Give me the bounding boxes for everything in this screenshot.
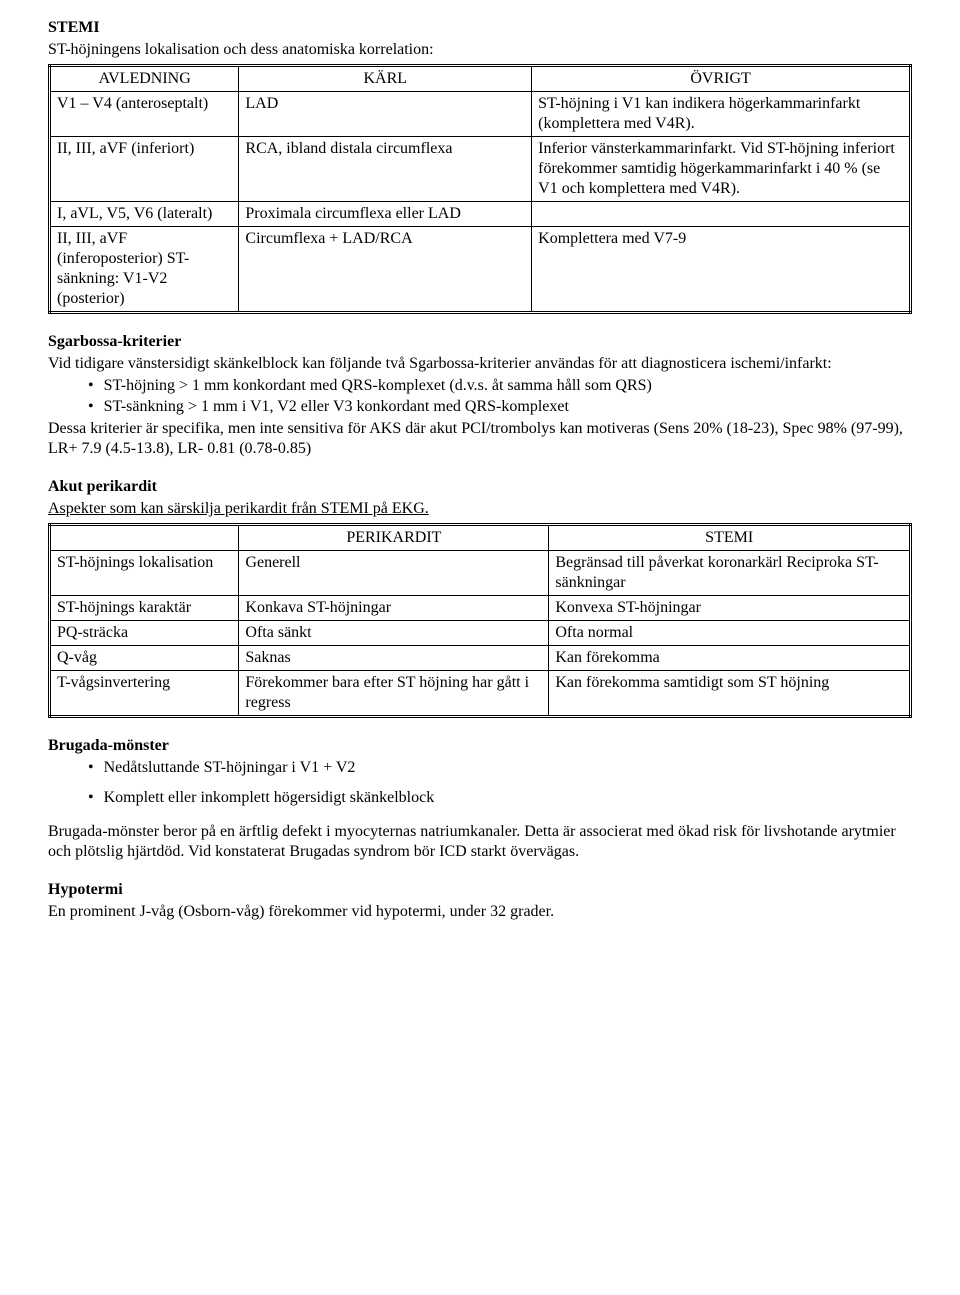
cell: II, III, aVF (inferoposterior) ST-sänkni…	[50, 227, 239, 313]
table-row: II, III, aVF (inferiort) RCA, ibland dis…	[50, 137, 911, 202]
table-row: PQ-sträcka Ofta sänkt Ofta normal	[50, 621, 911, 646]
cell: Konvexa ST-höjningar	[549, 596, 911, 621]
cell: Komplettera med V7-9	[532, 227, 911, 313]
section-hypotermi: Hypotermi En prominent J-våg (Osborn-våg…	[48, 880, 912, 922]
stemi-col-karl: KÄRL	[239, 66, 532, 92]
cell: PQ-sträcka	[50, 621, 239, 646]
cell: LAD	[239, 92, 532, 137]
sgarbossa-tail: Dessa kriterier är specifika, men inte s…	[48, 419, 912, 459]
heading-brugada: Brugada-mönster	[48, 736, 912, 756]
list-item: ST-höjning > 1 mm konkordant med QRS-kom…	[88, 376, 912, 396]
table-row: AVLEDNING KÄRL ÖVRIGT	[50, 66, 911, 92]
cell: ST-höjning i V1 kan indikera högerkammar…	[532, 92, 911, 137]
section-sgarbossa: Sgarbossa-kriterier Vid tidigare vänster…	[48, 332, 912, 459]
heading-sgarbossa: Sgarbossa-kriterier	[48, 332, 912, 352]
cell: Ofta sänkt	[239, 621, 549, 646]
cell: Begränsad till påverkat koronarkärl Reci…	[549, 551, 911, 596]
stemi-table: AVLEDNING KÄRL ÖVRIGT V1 – V4 (anterosep…	[48, 64, 912, 314]
sgarbossa-list: ST-höjning > 1 mm konkordant med QRS-kom…	[48, 376, 912, 417]
table-row: I, aVL, V5, V6 (lateralt) Proximala circ…	[50, 202, 911, 227]
perikardit-col-empty	[50, 525, 239, 551]
cell: Inferior vänsterkammarinfarkt. Vid ST-hö…	[532, 137, 911, 202]
cell: Kan förekomma	[549, 646, 911, 671]
cell: Konkava ST-höjningar	[239, 596, 549, 621]
cell: T-vågsinvertering	[50, 671, 239, 717]
table-row: ST-höjnings karaktär Konkava ST-höjninga…	[50, 596, 911, 621]
cell: RCA, ibland distala circumflexa	[239, 137, 532, 202]
table-row: ST-höjnings lokalisation Generell Begrän…	[50, 551, 911, 596]
heading-perikardit: Akut perikardit	[48, 477, 912, 497]
stemi-col-ovrigt: ÖVRIGT	[532, 66, 911, 92]
cell: ST-höjnings lokalisation	[50, 551, 239, 596]
table-row: II, III, aVF (inferoposterior) ST-sänkni…	[50, 227, 911, 313]
cell	[532, 202, 911, 227]
perikardit-col-perikardit: PERIKARDIT	[239, 525, 549, 551]
sgarbossa-intro: Vid tidigare vänstersidigt skänkelblock …	[48, 354, 912, 374]
cell: Förekommer bara efter ST höjning har gåt…	[239, 671, 549, 717]
hypotermi-text: En prominent J-våg (Osborn-våg) förekomm…	[48, 902, 912, 922]
heading-hypotermi: Hypotermi	[48, 880, 912, 900]
table-row: T-vågsinvertering Förekommer bara efter …	[50, 671, 911, 717]
list-item: ST-sänkning > 1 mm i V1, V2 eller V3 kon…	[88, 397, 912, 417]
list-item: Komplett eller inkomplett högersidigt sk…	[88, 788, 912, 808]
section-brugada: Brugada-mönster Nedåtsluttande ST-höjnin…	[48, 736, 912, 862]
stemi-col-avledning: AVLEDNING	[50, 66, 239, 92]
list-item: Nedåtsluttande ST-höjningar i V1 + V2	[88, 758, 912, 778]
cell: II, III, aVF (inferiort)	[50, 137, 239, 202]
cell: Kan förekomma samtidigt som ST höjning	[549, 671, 911, 717]
stemi-intro: ST-höjningens lokalisation och dess anat…	[48, 40, 912, 60]
cell: Generell	[239, 551, 549, 596]
section-perikardit: Akut perikardit Aspekter som kan särskil…	[48, 477, 912, 718]
perikardit-table: PERIKARDIT STEMI ST-höjnings lokalisatio…	[48, 523, 912, 718]
cell: Proximala circumflexa eller LAD	[239, 202, 532, 227]
brugada-list: Nedåtsluttande ST-höjningar i V1 + V2 Ko…	[48, 758, 912, 808]
cell: Q-våg	[50, 646, 239, 671]
table-row: Q-våg Saknas Kan förekomma	[50, 646, 911, 671]
cell: Circumflexa + LAD/RCA	[239, 227, 532, 313]
cell: ST-höjnings karaktär	[50, 596, 239, 621]
perikardit-intro: Aspekter som kan särskilja perikardit fr…	[48, 499, 912, 519]
cell: Ofta normal	[549, 621, 911, 646]
brugada-tail: Brugada-mönster beror på en ärftlig defe…	[48, 822, 912, 862]
cell: I, aVL, V5, V6 (lateralt)	[50, 202, 239, 227]
cell: Saknas	[239, 646, 549, 671]
heading-stemi: STEMI	[48, 18, 912, 38]
page: STEMI ST-höjningens lokalisation och des…	[0, 0, 960, 964]
table-row: PERIKARDIT STEMI	[50, 525, 911, 551]
cell: V1 – V4 (anteroseptalt)	[50, 92, 239, 137]
table-row: V1 – V4 (anteroseptalt) LAD ST-höjning i…	[50, 92, 911, 137]
perikardit-col-stemi: STEMI	[549, 525, 911, 551]
